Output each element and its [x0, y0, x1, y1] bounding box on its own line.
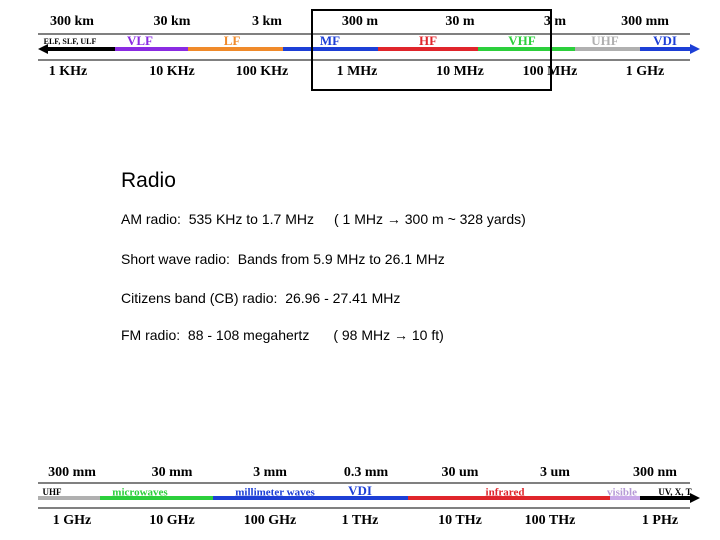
band-label: LF — [224, 33, 241, 48]
top-spectrum: 300 km 30 km 3 km 300 m 30 m 3 m 300 mm … — [38, 9, 700, 91]
wavelength: 300 mm — [621, 14, 669, 29]
wavelength: 3 mm — [253, 465, 287, 480]
item-text: 88 - 108 megahertz — [187, 327, 310, 343]
band-label: microwaves — [112, 487, 168, 499]
item-text: Bands from 5.9 MHz to 26.1 MHz — [237, 251, 445, 267]
arrow — [690, 493, 700, 503]
band-label: UHF — [591, 33, 619, 48]
band-label: ELF, SLF, ULF — [44, 37, 97, 46]
item: AM radio: 535 KHz to 1.7 MHz ( 1 MHz → 30… — [121, 211, 526, 227]
band-label: VDI — [653, 33, 677, 48]
wavelength: 300 mm — [48, 465, 96, 480]
wavelength: 30 m — [445, 14, 475, 29]
frequency: 1 MHz — [337, 64, 378, 79]
arrow — [690, 44, 700, 54]
highlight-box — [311, 9, 552, 91]
band-bar — [610, 496, 640, 500]
frequency: 10 THz — [438, 513, 482, 528]
band-label: VDI — [348, 483, 372, 498]
frequency: 10 GHz — [149, 513, 195, 528]
item-text: 26.96 - 27.41 MHz — [285, 290, 401, 306]
band-label: UHF — [43, 487, 63, 497]
item-label: Citizens band (CB) radio: — [121, 290, 278, 306]
frequency: 1 GHz — [53, 513, 92, 528]
band-bar — [575, 47, 640, 51]
band-bar — [283, 47, 378, 51]
frequency: 1 THz — [342, 513, 379, 528]
frequency: 100 KHz — [236, 64, 289, 79]
band-bar — [408, 496, 610, 500]
wavelength: 300 nm — [633, 465, 677, 480]
wavelength: 3 m — [544, 14, 567, 29]
item: FM radio: 88 - 108 megahertz ( 98 MHz → 1… — [121, 327, 444, 343]
band-bar — [45, 47, 115, 51]
arrow — [38, 44, 48, 54]
wavelength: 30 km — [154, 14, 191, 29]
band-label: VHF — [508, 33, 536, 48]
band-bar — [213, 496, 408, 500]
item-label: Short wave radio: — [121, 251, 230, 267]
band-label: MF — [320, 33, 340, 48]
item-label: AM radio: — [121, 211, 181, 227]
band-bar — [100, 496, 213, 500]
band-bar — [640, 47, 690, 51]
band-label: HF — [419, 33, 437, 48]
frequency: 10 KHz — [149, 64, 195, 79]
band-bar — [478, 47, 575, 51]
frequency: 1 GHz — [626, 64, 665, 79]
band-bar — [378, 47, 478, 51]
band-label: millimeter waves — [235, 487, 315, 499]
wavelength: 3 um — [540, 465, 570, 480]
band-bar — [115, 47, 188, 51]
wavelength: 30 mm — [152, 465, 193, 480]
item-note: ( 1 MHz → 300 m ~ 328 yards) — [333, 211, 526, 227]
wavelength: 0.3 mm — [344, 465, 389, 480]
item-text: 535 KHz to 1.7 MHz — [188, 211, 314, 227]
band-label: infrared — [486, 487, 525, 499]
wavelength: 300 m — [342, 14, 379, 29]
wavelength: 3 km — [252, 14, 282, 29]
item-label: FM radio: — [121, 327, 181, 343]
item: Citizens band (CB) radio: 26.96 - 27.41 … — [121, 290, 400, 306]
wavelength: 300 km — [50, 14, 94, 29]
frequency: 10 MHz — [436, 64, 484, 79]
frequency: 1 KHz — [49, 64, 88, 79]
band-bar — [38, 496, 100, 500]
frequency: 100 GHz — [244, 513, 297, 528]
section-title: Radio — [121, 169, 176, 192]
band-bar — [640, 496, 690, 500]
frequency: 100 THz — [525, 513, 576, 528]
wavelength: 30 um — [442, 465, 479, 480]
item-note: ( 98 MHz → 10 ft) — [333, 327, 444, 343]
band-label: visible — [607, 487, 637, 499]
item: Short wave radio: Bands from 5.9 MHz to … — [121, 251, 445, 267]
frequency: 1 PHz — [642, 513, 678, 528]
band-label: UV, X, T — [658, 487, 691, 497]
band-label: VLF — [127, 33, 153, 48]
band-bar — [188, 47, 283, 51]
bottom-spectrum: 300 mm 30 mm 3 mm 0.3 mm 30 um 3 um 300 … — [38, 465, 700, 528]
